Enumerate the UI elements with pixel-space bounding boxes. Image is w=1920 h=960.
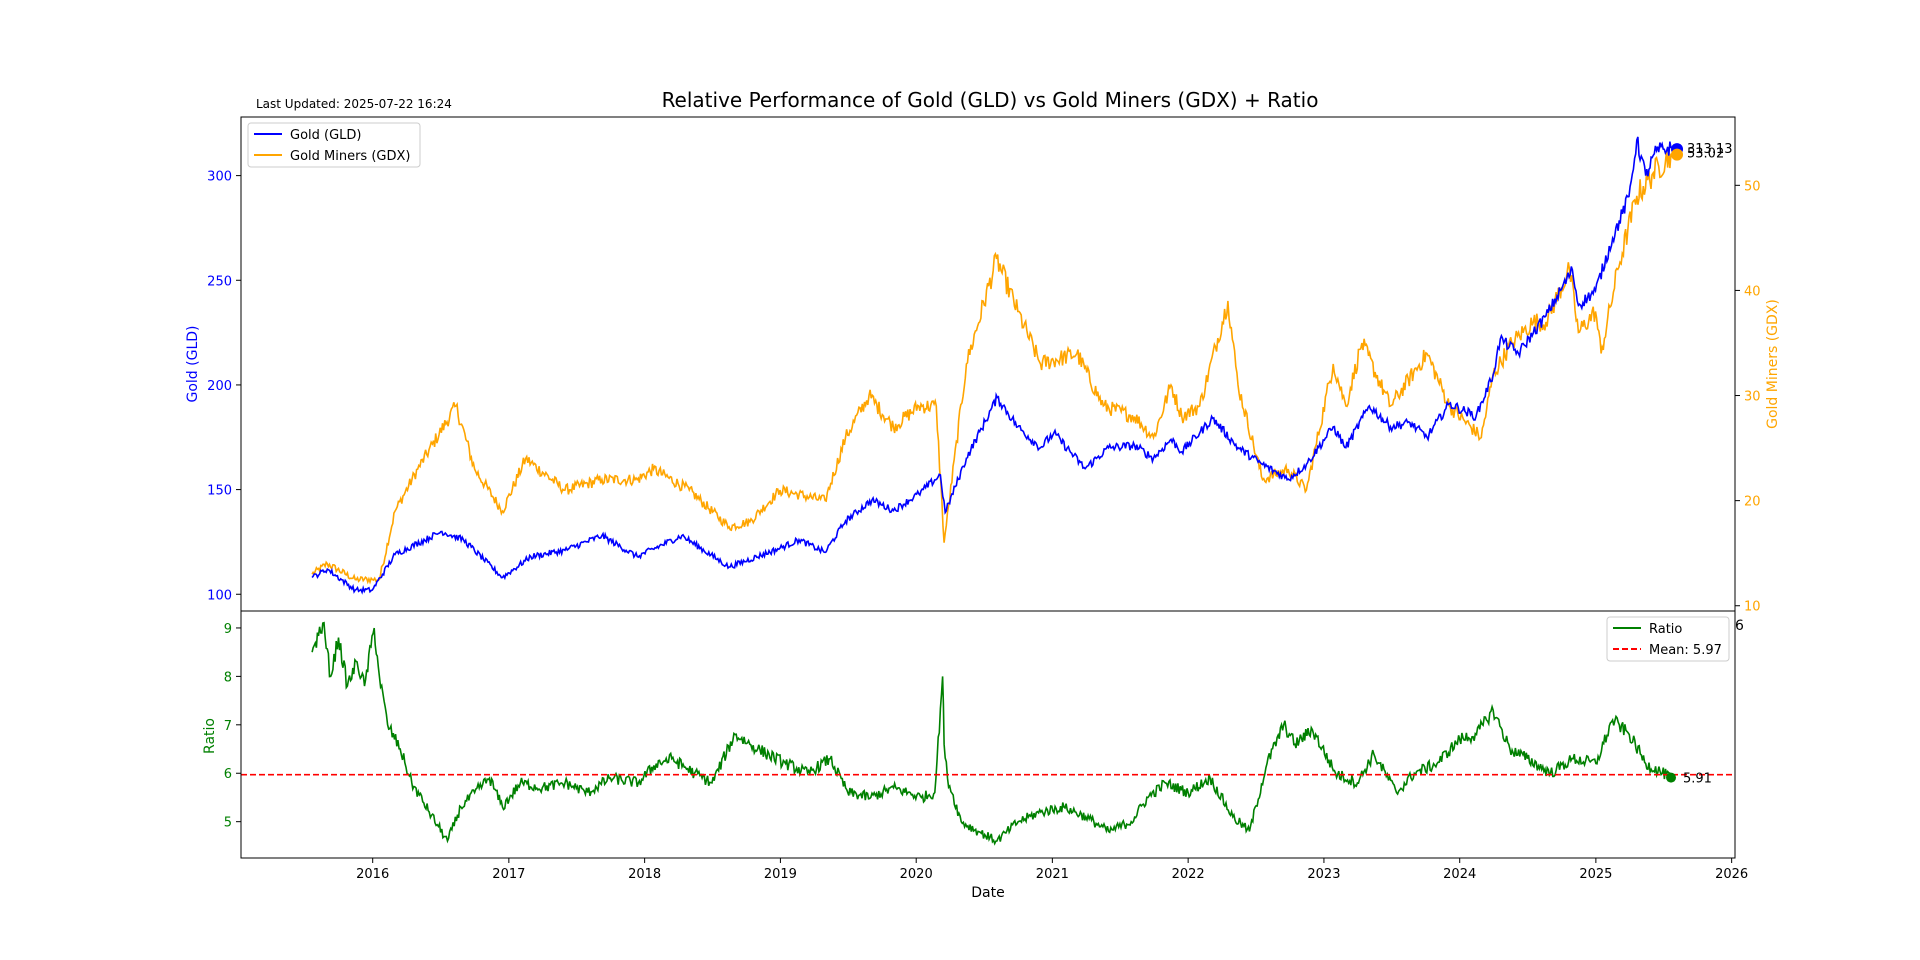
gdx-axis-label: Gold Miners (GDX) (1765, 299, 1781, 429)
legend-gld-label: Gold (GLD) (290, 128, 362, 143)
date-tick-label: 2026 (1715, 867, 1748, 882)
price-legend-box (247, 122, 421, 168)
gdx-tick-label: 50 (1744, 179, 1761, 194)
gld-tick-label: 250 (207, 274, 232, 289)
gdx-last-marker (1671, 148, 1684, 161)
ratio-axis-ticks: 5 6 7 8 9 (224, 622, 241, 831)
price-panel: 100 150 200 250 300 10 20 30 40 50 Gold (GLD) Go… (185, 116, 1781, 634)
date-tick-label: 2018 (628, 867, 661, 882)
gld-tick-label: 300 (207, 170, 232, 185)
ratio-panel-frame (240, 610, 1736, 859)
stray-right-label: 6 (1735, 618, 1744, 634)
date-tick-label: 2022 (1172, 867, 1205, 882)
legend-gdx-label: Gold Miners (GDX) (290, 149, 410, 164)
ratio-line (311, 621, 1672, 846)
ratio-axis-label: Ratio (202, 718, 218, 754)
date-axis-label: Date (971, 885, 1004, 901)
date-tick-label: 2020 (900, 867, 933, 882)
ratio-legend: Ratio Mean: 5.97 (1606, 616, 1730, 662)
legend-ratio-label: Ratio (1649, 622, 1682, 637)
gld-axis-label: Gold (GLD) (185, 326, 201, 403)
date-tick-label: 2021 (1036, 867, 1069, 882)
legend-mean-label: Mean: 5.97 (1649, 643, 1722, 658)
price-panel-frame (240, 116, 1736, 612)
gdx-tick-label: 20 (1744, 495, 1761, 510)
date-tick-label: 2019 (764, 867, 797, 882)
date-tick-label: 2025 (1579, 867, 1612, 882)
price-lines (311, 136, 1672, 595)
gld-axis-ticks: 100 150 200 250 300 (207, 170, 241, 603)
ratio-last-marker (1666, 772, 1677, 783)
date-tick-label: 2016 (356, 867, 389, 882)
ratio-tick-label: 7 (224, 719, 232, 734)
ratio-last-value: 5.91 (1683, 772, 1712, 787)
gdx-tick-label: 40 (1744, 284, 1761, 299)
gdx-tick-label: 30 (1744, 390, 1761, 405)
ratio-tick-label: 6 (224, 767, 232, 782)
date-tick-label: 2023 (1307, 867, 1340, 882)
gdx-last-value: 53.02 (1687, 147, 1724, 162)
ratio-last-value: 5.91 (1666, 772, 1712, 787)
gld-tick-label: 200 (207, 379, 232, 394)
price-legend: Gold (GLD) Gold Miners (GDX) (247, 122, 421, 168)
gld-line (311, 136, 1672, 595)
gdx-line (311, 151, 1672, 585)
date-axis-ticks: 2016 2017 2018 2019 2020 2021 2022 2023 2024 2025… (356, 858, 1748, 882)
chart-title: Relative Performance of Gold (GLD) vs Go… (662, 88, 1319, 112)
last-updated-label: Last Updated: 2025-07-22 16:24 (256, 97, 452, 111)
ratio-tick-label: 9 (224, 622, 232, 637)
ratio-tick-label: 5 (224, 816, 232, 831)
date-tick-label: 2017 (492, 867, 525, 882)
gdx-axis-ticks: 10 20 30 40 50 (1735, 179, 1761, 615)
gdx-tick-label: 10 (1744, 600, 1761, 615)
gld-tick-label: 100 (207, 588, 232, 603)
date-tick-label: 2024 (1443, 867, 1476, 882)
gld-last-value: 313.13 (1687, 142, 1733, 157)
ratio-tick-label: 8 (224, 670, 232, 685)
gld-tick-label: 150 (207, 484, 232, 499)
ratio-lines (241, 621, 1735, 846)
